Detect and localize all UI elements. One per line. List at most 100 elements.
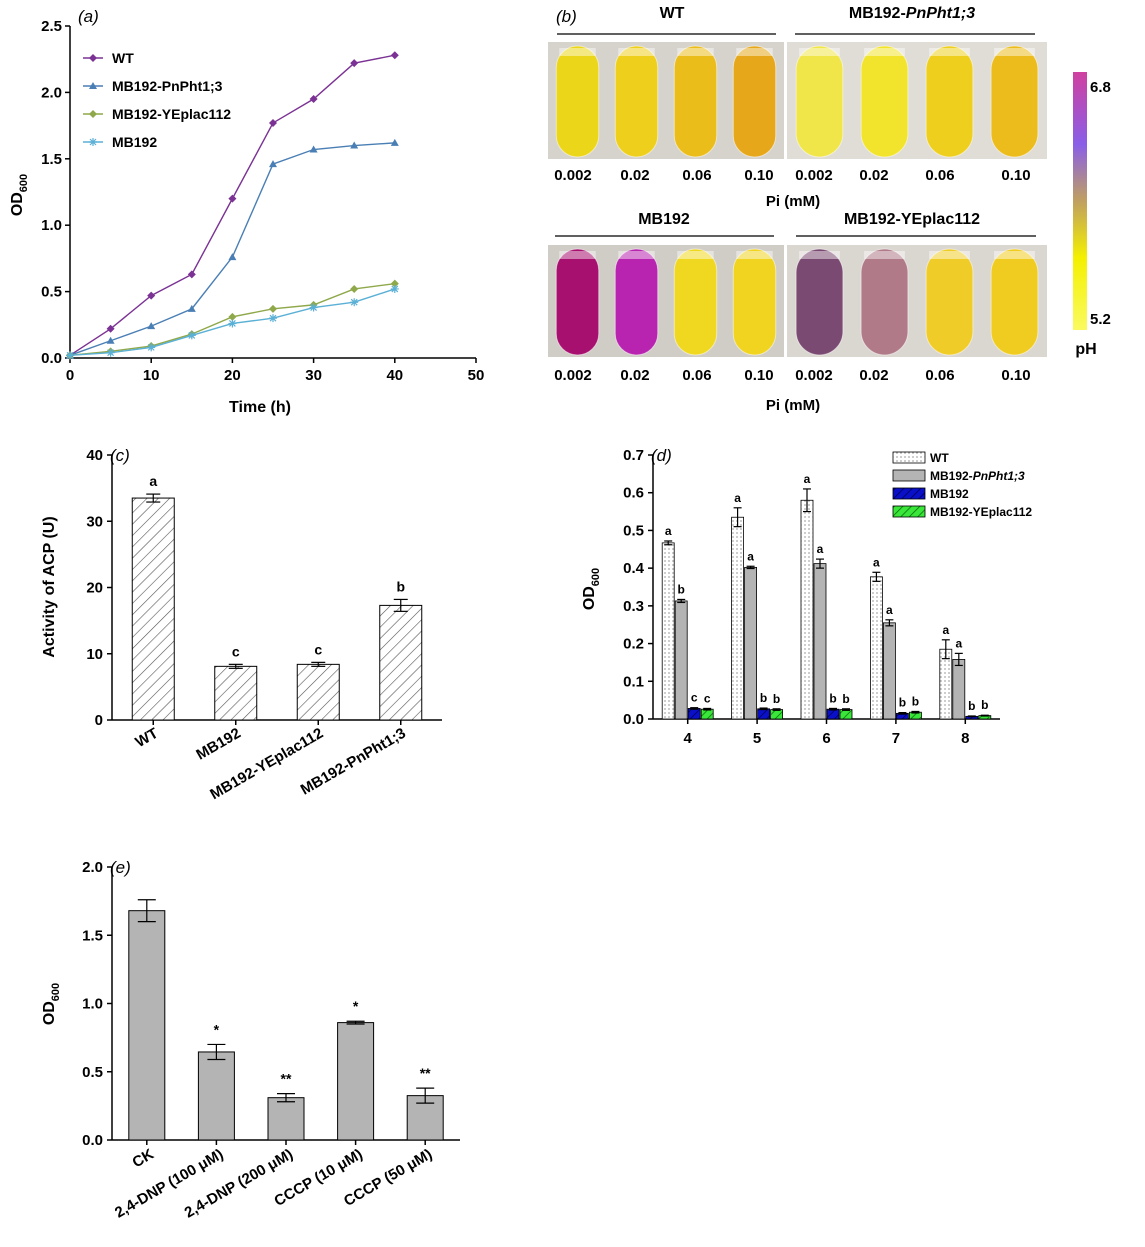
panel-b-tube-rim [677,48,714,56]
panel-a-x-tick-label: 0 [66,367,74,384]
panel-d-legend-swatch [892,451,926,464]
panel-a-legend-marker [89,138,97,146]
panel-d-x-tick-label: 8 [961,730,969,747]
panel-d-x-tick-label: 6 [822,730,830,747]
panel-d-significance-letter: a [817,542,824,556]
panel-b-concentration-label: 0.002 [795,167,833,184]
panel-a-y-tick-label: 2.5 [41,18,62,35]
panel-b-concentration-label: 0.06 [925,367,954,384]
panel-c-ylabel: Activity of ACP (U) [41,516,58,657]
panel-d-legend-swatch [892,505,926,518]
panel-d-bar [661,542,675,720]
panel-b-tube-rim [799,48,840,56]
panel-a-ylabel: OD600 [9,174,30,216]
panel-c-bar [296,663,340,721]
panel-d-significance-letter: a [886,603,893,617]
panel-b-tube [555,45,600,158]
panel-a-data-point [66,351,74,360]
panel-a-data-point [309,145,318,153]
panel-a-y-tick-label: 1.0 [41,217,62,234]
panel-d-significance-letter: b [968,699,975,713]
panel-c-bar-chart: 010203040aWTcMB192cMB192-YEplac112bMB192… [86,447,442,803]
panel-b-tube-rim [618,251,655,259]
panel-d-y-tick-label: 0.7 [623,447,644,464]
panel-d-legend-swatch [892,487,926,500]
panel-e-x-tick-label: CK [130,1146,157,1172]
panel-d-y-tick-label: 0.4 [623,560,645,577]
panel-b-title-yeplac: MB192-YEplac112 [844,211,980,228]
panel-d-significance-letter: c [691,691,698,705]
panel-b-title-pnpht-gene: PnPht1;3 [906,5,975,22]
panel-d-ylabel-sub: 600 [590,568,602,586]
panel-d-legend-label-strain: MB192- [930,469,973,483]
panel-b-tube [614,45,659,158]
panel-b-concentration-label: 0.10 [744,367,773,384]
panel-d-bar [744,566,757,720]
panel-d-y-tick-label: 0.6 [623,485,644,502]
panel-a-legend-marker [89,54,97,62]
panel-a-x-tick-label: 30 [305,367,322,384]
panel-b-tube-rim [994,251,1035,259]
panel-e-bar [267,1097,305,1141]
panel-c-bar [379,604,423,721]
panel-a-y-tick-label: 0.5 [41,284,62,301]
panel-e-significance-mark: ** [420,1065,431,1081]
panel-a-y-tick-label: 1.5 [41,151,62,168]
panel-b-tube [860,45,909,158]
panel-d-y-tick-label: 0.2 [623,636,644,653]
panel-d-label: (d) [651,446,672,465]
panel-d-bar [757,708,770,720]
panel-a-data-point [147,343,156,352]
panel-d-ylabel-main: OD [581,586,598,610]
panel-d-bar [939,648,953,720]
panel-b-title-mb192: MB192 [638,211,690,228]
panel-d-significance-letter: b [773,692,780,706]
panel-b-tube [673,248,718,356]
panel-e-ylabel-main: OD [41,1001,58,1025]
panel-c-y-tick-label: 0 [95,712,103,729]
panel-d-bar [883,622,896,720]
panel-a-data-point [309,303,318,312]
colorbar-max: 6.8 [1090,79,1111,96]
panel-a-data-point [269,314,277,323]
panel-d-significance-letter: c [704,691,711,705]
panel-c-bar [214,665,258,721]
panel-b-concentration-label: 0.02 [620,367,649,384]
panel-e-y-tick-label: 2.0 [82,859,103,876]
panel-d-bar [800,499,814,720]
panel-a-legend-label: MB192-YEplac112 [112,106,231,122]
panel-c-y-tick-label: 40 [86,447,103,464]
panel-b-tube [732,248,777,356]
panel-d-significance-letter: a [747,549,754,563]
panel-a-data-point [147,291,156,300]
panel-d-bar [952,659,966,720]
panel-b-concentration-label: 0.002 [554,367,592,384]
panel-b-concentration-label: 0.06 [682,367,711,384]
panel-b-tube-rim [618,48,655,56]
panel-d-bar [839,709,853,720]
panel-a-legend-marker [89,82,97,89]
panel-c-x-tick-label: WT [133,725,162,751]
panel-a-data-point [228,253,237,261]
panel-d-significance-letter: b [678,582,685,596]
panel-b-tube-rim [994,48,1035,56]
panel-b-tube [555,248,600,356]
panel-b-concentration-label: 0.02 [859,167,888,184]
panel-c-significance-letter: a [149,473,157,489]
panel-e-ylabel: OD600 [41,983,62,1025]
panel-a-data-point [350,284,359,293]
panel-a-data-point [390,138,399,146]
panel-c-x-tick-label: MB192 [193,725,243,764]
panel-a-data-point [228,194,237,203]
panel-e-bar [128,910,166,1141]
panel-a-data-point [390,279,399,288]
panel-a-ylabel-sub: 600 [18,174,30,192]
panel-d-bar [687,708,701,720]
panel-d-bar [826,708,840,720]
panel-a-data-point [269,304,277,313]
panel-a-xlabel: Time (h) [229,399,291,416]
panel-d-bar [770,709,783,720]
panel-e-y-tick-label: 1.5 [82,927,103,944]
panel-b-tube-rim [559,251,596,259]
panel-d-significance-letter: b [842,692,849,706]
